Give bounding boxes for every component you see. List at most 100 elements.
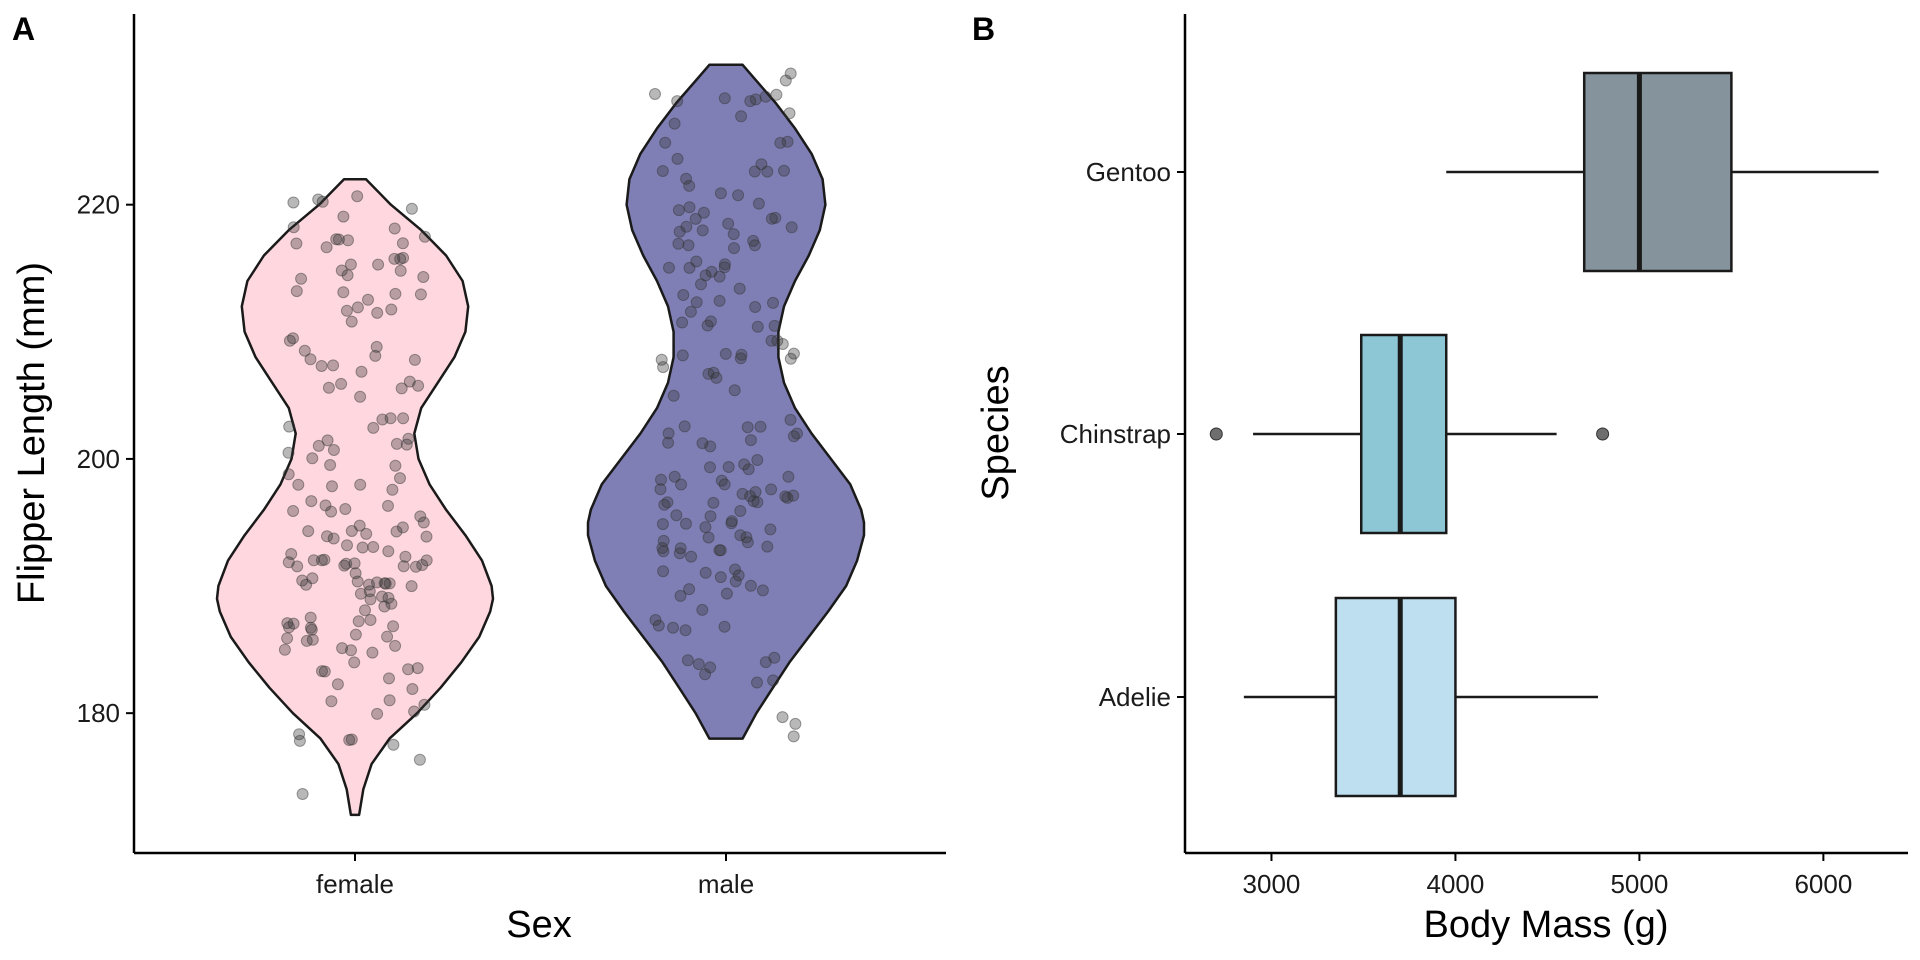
jitter-point-male <box>707 366 720 379</box>
box-adelie <box>1334 596 1457 798</box>
jitter-point-male <box>674 589 687 602</box>
jitter-point-male <box>784 352 797 365</box>
jitter-point-male <box>657 545 670 558</box>
jitter-point-female <box>354 587 367 600</box>
jitter-point-male <box>744 579 757 592</box>
box-chinstrap <box>1359 333 1448 535</box>
jitter-point-female <box>285 548 298 560</box>
jitter-point-male <box>696 437 709 450</box>
jitter-point-female <box>306 452 319 465</box>
jitter-point-male <box>679 624 692 637</box>
jitter-point-female <box>389 287 402 300</box>
jitter-point-female <box>330 233 343 246</box>
jitter-point-female <box>315 554 328 567</box>
jitter-point-female <box>416 559 429 571</box>
jitter-point-female <box>318 553 331 566</box>
jitter-point-female <box>394 264 407 277</box>
jitter-point-female <box>356 541 369 554</box>
jitter-point-female <box>359 604 371 617</box>
jitter-point-male <box>673 547 686 560</box>
jitter-point-male <box>761 165 774 178</box>
jitter-point-female <box>382 545 395 558</box>
jitter-point-female <box>316 195 329 208</box>
jitter-point-male <box>722 461 735 473</box>
jitter-point-male <box>674 542 687 555</box>
panel-a-x-axis-title: Sex <box>506 904 571 946</box>
jitter-point-male <box>699 566 712 579</box>
x-tick-label-3000: 3000 <box>1243 869 1301 899</box>
jitter-point-male <box>751 676 763 689</box>
jitter-point-male <box>713 294 726 307</box>
jitter-point-female <box>354 390 367 403</box>
jitter-point-female <box>363 585 376 598</box>
jitter-point-male <box>649 88 661 100</box>
jitter-point-male <box>654 483 667 496</box>
jitter-point-female <box>418 698 431 711</box>
jitter-point-female <box>353 519 366 532</box>
jitter-point-male <box>690 255 703 268</box>
jitter-point-female <box>306 572 319 585</box>
jitter-point-male <box>787 430 800 443</box>
jitter-point-female <box>321 530 333 543</box>
jitter-point-female <box>400 438 413 451</box>
jitter-point-female <box>319 499 332 512</box>
jitter-point-male <box>718 620 731 633</box>
jitter-point-female <box>372 258 385 271</box>
jitter-point-female <box>312 193 325 206</box>
panel-b-ticks: Adelie Chinstrap Gentoo 3000 4000 5000 6000 <box>1060 157 1853 899</box>
jitter-point-male <box>783 107 796 120</box>
jitter-point-female <box>321 434 334 447</box>
jitter-point-male <box>784 67 797 80</box>
jitter-point-female <box>367 421 380 434</box>
jitter-point-female <box>383 694 396 707</box>
y-tick-label-gentoo: Gentoo <box>1086 157 1171 187</box>
jitter-point-female <box>283 420 296 433</box>
jitter-point-male <box>656 165 669 177</box>
jitter-point-female <box>278 643 291 656</box>
jitter-point-female <box>417 516 430 529</box>
jitter-points <box>278 67 803 800</box>
jitter-point-female <box>296 788 309 800</box>
jitter-point-male <box>719 347 732 360</box>
jitter-point-male <box>714 544 727 557</box>
jitter-point-male <box>704 461 716 474</box>
jitter-point-male <box>736 487 749 500</box>
jitter-point-male <box>714 571 727 584</box>
jitter-point-female <box>408 705 421 718</box>
jitter-point-male <box>744 95 757 108</box>
jitter-point-female <box>376 413 389 426</box>
jitter-point-female <box>335 377 348 390</box>
jitter-point-female <box>385 303 398 316</box>
jitter-point-male <box>729 575 742 588</box>
jitter-point-female <box>281 632 294 645</box>
jitter-point-female <box>402 663 415 676</box>
jitter-point-male <box>787 489 800 502</box>
jitter-point-female <box>397 251 410 264</box>
jitter-point-male <box>725 515 738 528</box>
jitter-point-female <box>354 478 367 491</box>
jitter-point-male <box>756 584 769 597</box>
jitter-point-female <box>327 532 340 545</box>
jitter-point-male <box>768 319 781 332</box>
jitter-point-male <box>787 347 800 360</box>
jitter-point-male <box>710 371 723 384</box>
jitter-point-female <box>406 683 419 695</box>
jitter-point-female <box>414 288 427 301</box>
jitter-point-male <box>662 427 675 440</box>
x-tick-label-male: male <box>698 869 754 899</box>
jitter-point-female <box>305 623 318 636</box>
jitter-point-male <box>767 296 779 309</box>
jitter-point-female <box>352 615 365 628</box>
jitter-point-female <box>342 234 354 247</box>
jitter-point-female <box>409 560 422 573</box>
jitter-point-male <box>732 189 745 202</box>
jitter-point-female <box>345 525 358 537</box>
jitter-point-female <box>395 382 408 395</box>
jitter-point-male <box>680 220 693 233</box>
jitter-point-female <box>283 621 295 634</box>
jitter-point-female <box>306 633 319 646</box>
jitter-point-male <box>741 536 754 549</box>
panel-b-y-axis-title: Species <box>975 365 1017 500</box>
jitter-point-male <box>718 261 731 274</box>
jitter-point-male <box>699 269 712 282</box>
